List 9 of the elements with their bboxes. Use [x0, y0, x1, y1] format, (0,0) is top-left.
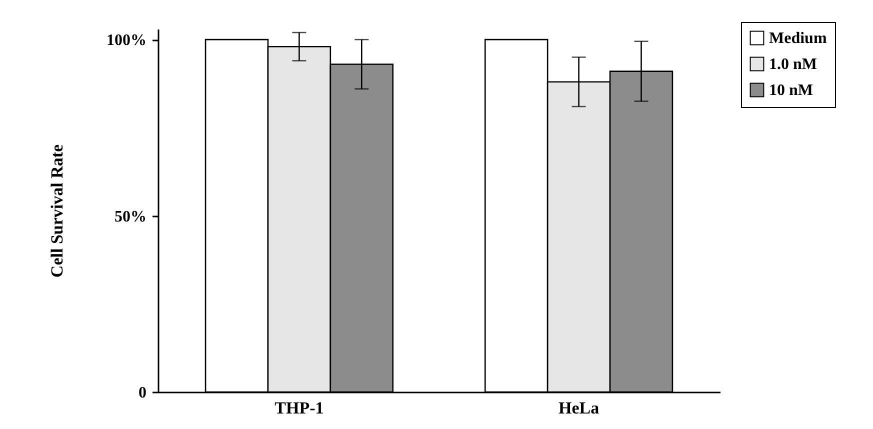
- legend-label: Medium: [769, 30, 828, 47]
- x-tick-label: THP-1: [274, 398, 324, 418]
- y-tick-label: 50%: [114, 208, 146, 226]
- x-tick-label: HeLa: [558, 398, 600, 418]
- legend-label: 1.0 nM: [769, 56, 817, 73]
- y-axis-title: Cell Survival Rate: [48, 144, 66, 278]
- legend-label: 10 nM: [769, 82, 813, 99]
- y-tick-label: 100%: [106, 32, 146, 50]
- y-tick-label: 0: [138, 384, 146, 402]
